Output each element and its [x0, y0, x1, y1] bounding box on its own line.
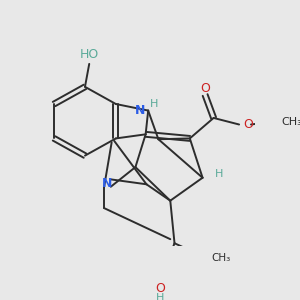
Text: N: N [135, 104, 146, 117]
Text: H: H [214, 169, 223, 178]
Text: HO: HO [80, 48, 99, 61]
Text: O: O [243, 118, 253, 131]
Text: H: H [156, 293, 164, 300]
Text: H: H [150, 99, 158, 109]
Text: O: O [200, 82, 210, 95]
Text: N: N [102, 177, 112, 190]
Text: CH₃: CH₃ [211, 253, 230, 263]
Text: CH₃: CH₃ [282, 117, 300, 127]
Text: O: O [155, 282, 165, 295]
